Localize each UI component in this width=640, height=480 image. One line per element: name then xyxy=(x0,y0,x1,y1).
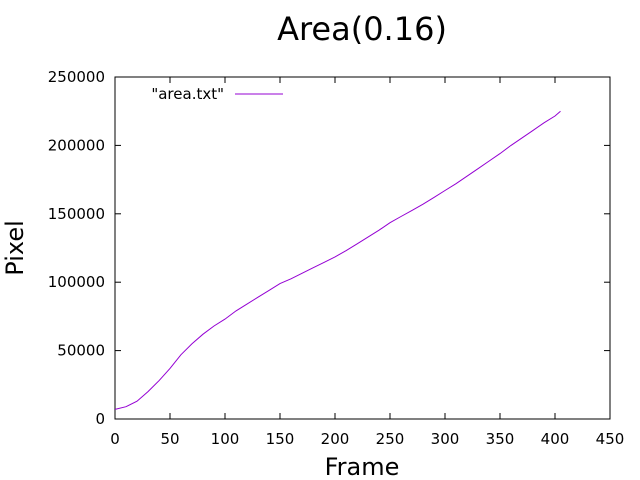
y-axis: 0 50000 100000 150000 200000 250000 xyxy=(48,68,610,428)
y-tick-label: 200000 xyxy=(48,136,105,154)
x-tick-label: 350 xyxy=(486,430,515,448)
legend: "area.txt" xyxy=(151,85,283,103)
chart-title: Area(0.16) xyxy=(277,10,447,48)
y-tick-label: 150000 xyxy=(48,205,105,223)
x-tick-label: 300 xyxy=(431,430,460,448)
x-axis: 0 50 100 150 200 250 300 350 400 450 xyxy=(110,77,624,448)
x-tick-label: 400 xyxy=(541,430,570,448)
plot-border xyxy=(114,76,611,420)
x-tick-label: 0 xyxy=(110,430,120,448)
x-tick-label: 450 xyxy=(596,430,625,448)
y-tick-label: 50000 xyxy=(57,342,105,360)
series-layer xyxy=(114,110,561,410)
x-tick-label: 250 xyxy=(376,430,405,448)
y-axis-title: Pixel xyxy=(1,220,29,276)
x-tick-label: 100 xyxy=(211,430,240,448)
x-tick-label: 150 xyxy=(266,430,295,448)
x-tick-label: 50 xyxy=(160,430,179,448)
y-tick-label: 100000 xyxy=(48,273,105,291)
legend-label: "area.txt" xyxy=(151,85,224,103)
y-tick-label: 250000 xyxy=(48,68,105,86)
series-line xyxy=(114,110,561,410)
x-axis-title: Frame xyxy=(325,453,400,480)
x-tick-label: 200 xyxy=(321,430,350,448)
y-tick-label: 0 xyxy=(95,410,105,428)
